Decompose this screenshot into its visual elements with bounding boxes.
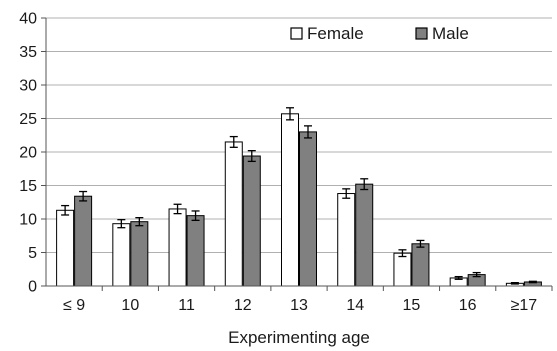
- bars: [56, 107, 542, 287]
- legend-swatch-female: [290, 27, 303, 40]
- legend: Female Male: [290, 24, 469, 43]
- x-tick-label: 11: [178, 297, 195, 314]
- y-tick-label: 15: [19, 178, 37, 195]
- bar-male-2: [186, 215, 205, 287]
- bar-male-6: [411, 243, 430, 287]
- bar-female-3: [224, 141, 243, 287]
- bar-male-5: [355, 183, 374, 287]
- y-tick-label: 0: [28, 279, 37, 296]
- bar-male-1: [130, 221, 149, 287]
- bar-female-5: [337, 193, 356, 287]
- bar-male-4: [299, 131, 317, 287]
- x-tick-label: 14: [346, 297, 364, 314]
- x-tick-label: 12: [234, 297, 252, 314]
- bar-male-0: [74, 195, 93, 287]
- y-tick-label: 35: [19, 44, 37, 61]
- legend-label-female: Female: [307, 24, 364, 43]
- bar-female-4: [281, 113, 299, 287]
- bar-male-3: [242, 155, 261, 287]
- x-axis: ≤ 9 10 11 12 13 14 15 16 ≥17: [46, 285, 553, 314]
- y-tick-label: 5: [28, 245, 37, 262]
- x-tick-label: 10: [121, 297, 139, 314]
- x-tick-label: 13: [290, 297, 308, 314]
- y-tick-label: 25: [19, 111, 37, 128]
- y-tick-label: 30: [19, 78, 37, 95]
- legend-swatch-male: [415, 27, 428, 40]
- bar-female-1: [112, 223, 131, 287]
- x-tick-label: ≤ 9: [63, 297, 85, 314]
- y-tick-label: 20: [19, 145, 37, 162]
- bar-female-6: [393, 252, 412, 287]
- y-tick-label: 10: [19, 212, 37, 229]
- x-tick-label: 15: [403, 297, 421, 314]
- legend-label-male: Male: [432, 24, 469, 43]
- y-tick-label: 40: [19, 11, 37, 28]
- x-tick-label: ≥17: [511, 297, 538, 314]
- x-tick-label: 16: [459, 297, 477, 314]
- y-axis: 0 5 10 15 20 25 30 35 40: [19, 11, 47, 296]
- bar-female-2: [168, 208, 187, 287]
- x-axis-title: Experimenting age: [228, 328, 370, 347]
- bar-female-0: [56, 209, 75, 287]
